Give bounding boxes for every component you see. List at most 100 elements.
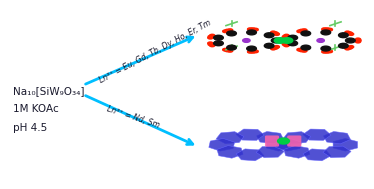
- Circle shape: [284, 34, 289, 37]
- Circle shape: [317, 39, 324, 42]
- Circle shape: [284, 44, 289, 47]
- Circle shape: [356, 39, 361, 42]
- Circle shape: [225, 49, 230, 52]
- Circle shape: [346, 38, 355, 43]
- Polygon shape: [236, 129, 264, 140]
- Polygon shape: [324, 132, 350, 144]
- FancyBboxPatch shape: [287, 136, 301, 147]
- Circle shape: [282, 39, 287, 42]
- Circle shape: [243, 39, 250, 42]
- Circle shape: [247, 30, 257, 35]
- Circle shape: [288, 41, 298, 46]
- Circle shape: [253, 28, 258, 31]
- Circle shape: [322, 50, 327, 53]
- Polygon shape: [257, 132, 284, 144]
- Polygon shape: [266, 138, 291, 151]
- FancyBboxPatch shape: [265, 136, 279, 147]
- Circle shape: [227, 29, 233, 32]
- Text: Na₁₀[SiW₉O₃₄]: Na₁₀[SiW₉O₃₄]: [12, 86, 84, 96]
- Circle shape: [271, 38, 281, 43]
- Circle shape: [264, 43, 274, 48]
- Circle shape: [208, 43, 214, 46]
- Circle shape: [321, 46, 331, 51]
- Circle shape: [282, 38, 293, 43]
- Circle shape: [250, 28, 255, 30]
- Circle shape: [321, 30, 331, 35]
- Circle shape: [214, 41, 223, 46]
- Circle shape: [274, 46, 279, 48]
- Circle shape: [325, 28, 330, 30]
- Polygon shape: [216, 132, 244, 144]
- Polygon shape: [217, 146, 243, 158]
- Circle shape: [302, 50, 307, 52]
- Circle shape: [297, 30, 302, 33]
- Circle shape: [247, 46, 257, 51]
- Circle shape: [322, 28, 327, 30]
- Circle shape: [248, 28, 253, 30]
- Circle shape: [274, 38, 285, 43]
- Polygon shape: [236, 149, 264, 161]
- Circle shape: [223, 48, 228, 51]
- Text: Ln³⁺ = Nd, Sm: Ln³⁺ = Nd, Sm: [105, 104, 160, 130]
- Circle shape: [338, 43, 348, 48]
- Circle shape: [227, 45, 236, 50]
- Circle shape: [208, 36, 213, 39]
- Circle shape: [349, 46, 354, 48]
- Circle shape: [297, 48, 302, 51]
- Polygon shape: [303, 149, 331, 161]
- Circle shape: [271, 47, 276, 50]
- Circle shape: [327, 28, 332, 31]
- Polygon shape: [323, 146, 351, 158]
- Circle shape: [338, 33, 348, 38]
- Circle shape: [301, 45, 311, 50]
- Circle shape: [271, 31, 276, 34]
- Circle shape: [349, 33, 354, 35]
- Circle shape: [208, 35, 214, 38]
- Circle shape: [281, 40, 286, 43]
- Circle shape: [273, 46, 278, 49]
- Polygon shape: [283, 132, 311, 144]
- Circle shape: [227, 50, 233, 52]
- Text: Ln³⁺ = Eu, Gd, Tb, Dy, Ho, Er, Tm: Ln³⁺ = Eu, Gd, Tb, Dy, Ho, Er, Tm: [98, 18, 212, 85]
- Polygon shape: [303, 129, 331, 140]
- Circle shape: [227, 31, 236, 36]
- Circle shape: [325, 50, 330, 53]
- Circle shape: [264, 33, 274, 38]
- Circle shape: [347, 46, 352, 49]
- Circle shape: [355, 40, 361, 43]
- Polygon shape: [333, 138, 358, 151]
- Text: 1M KOAc: 1M KOAc: [12, 104, 58, 114]
- Circle shape: [288, 35, 298, 40]
- Circle shape: [281, 38, 286, 41]
- Circle shape: [282, 43, 288, 46]
- Circle shape: [210, 44, 215, 47]
- Polygon shape: [256, 146, 284, 158]
- Polygon shape: [284, 146, 310, 158]
- Ellipse shape: [206, 12, 362, 68]
- Circle shape: [299, 49, 304, 52]
- Circle shape: [282, 35, 288, 38]
- Circle shape: [214, 35, 223, 40]
- Circle shape: [282, 42, 287, 45]
- Circle shape: [210, 34, 215, 37]
- Polygon shape: [209, 139, 234, 151]
- Circle shape: [278, 138, 289, 144]
- Circle shape: [345, 47, 350, 50]
- Text: pH 4.5: pH 4.5: [12, 123, 47, 133]
- Circle shape: [301, 31, 311, 36]
- Circle shape: [223, 30, 228, 33]
- Circle shape: [250, 50, 255, 53]
- Circle shape: [274, 33, 279, 35]
- Circle shape: [355, 38, 361, 41]
- Circle shape: [299, 29, 304, 32]
- Circle shape: [302, 29, 307, 32]
- Circle shape: [208, 42, 213, 45]
- Circle shape: [273, 32, 278, 34]
- Circle shape: [327, 50, 332, 53]
- Circle shape: [282, 36, 287, 39]
- Polygon shape: [276, 139, 301, 151]
- Circle shape: [225, 29, 230, 32]
- Circle shape: [248, 50, 253, 53]
- Circle shape: [345, 31, 350, 34]
- Circle shape: [347, 32, 352, 34]
